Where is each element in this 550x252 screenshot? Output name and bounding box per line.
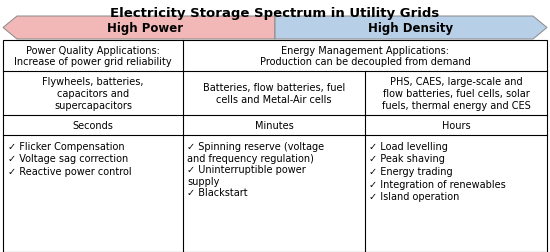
Text: ✓ Spinning reserve (voltage
and frequency regulation): ✓ Spinning reserve (voltage and frequenc… [187,141,324,163]
Text: ✓ Reactive power control: ✓ Reactive power control [8,166,131,176]
Text: ✓ Peak shaving: ✓ Peak shaving [369,154,445,164]
Text: ✓ Blackstart: ✓ Blackstart [187,187,248,197]
Text: ✓ Flicker Compensation: ✓ Flicker Compensation [8,141,125,151]
Polygon shape [3,17,275,40]
Text: High Power: High Power [107,22,183,35]
Text: Energy Management Applications:
Production can be decoupled from demand: Energy Management Applications: Producti… [260,46,470,67]
Text: ✓ Integration of renewables: ✓ Integration of renewables [369,179,506,189]
Text: High Density: High Density [368,22,454,35]
Text: Minutes: Minutes [255,120,293,131]
Text: ✓ Load levelling: ✓ Load levelling [369,141,448,151]
Text: Power Quality Applications:
Increase of power grid reliability: Power Quality Applications: Increase of … [14,46,172,67]
Text: ✓ Voltage sag correction: ✓ Voltage sag correction [8,154,128,164]
Text: ✓ Island operation: ✓ Island operation [369,191,459,201]
Polygon shape [275,17,547,40]
Text: ✓ Uninterruptible power
supply: ✓ Uninterruptible power supply [187,164,306,186]
Text: Electricity Storage Spectrum in Utility Grids: Electricity Storage Spectrum in Utility … [111,7,439,20]
Text: PHS, CAES, large-scale and
flow batteries, fuel cells, solar
fuels, thermal ener: PHS, CAES, large-scale and flow batterie… [382,77,530,110]
Bar [3,41,547,252]
Text: Seconds: Seconds [73,120,113,131]
Text: Batteries, flow batteries, fuel
cells and Metal-Air cells: Batteries, flow batteries, fuel cells an… [203,83,345,104]
Text: Hours: Hours [442,120,470,131]
Text: ✓ Energy trading: ✓ Energy trading [369,166,453,176]
Text: Flywheels, batteries,
capacitors and
supercapacitors: Flywheels, batteries, capacitors and sup… [42,77,144,110]
